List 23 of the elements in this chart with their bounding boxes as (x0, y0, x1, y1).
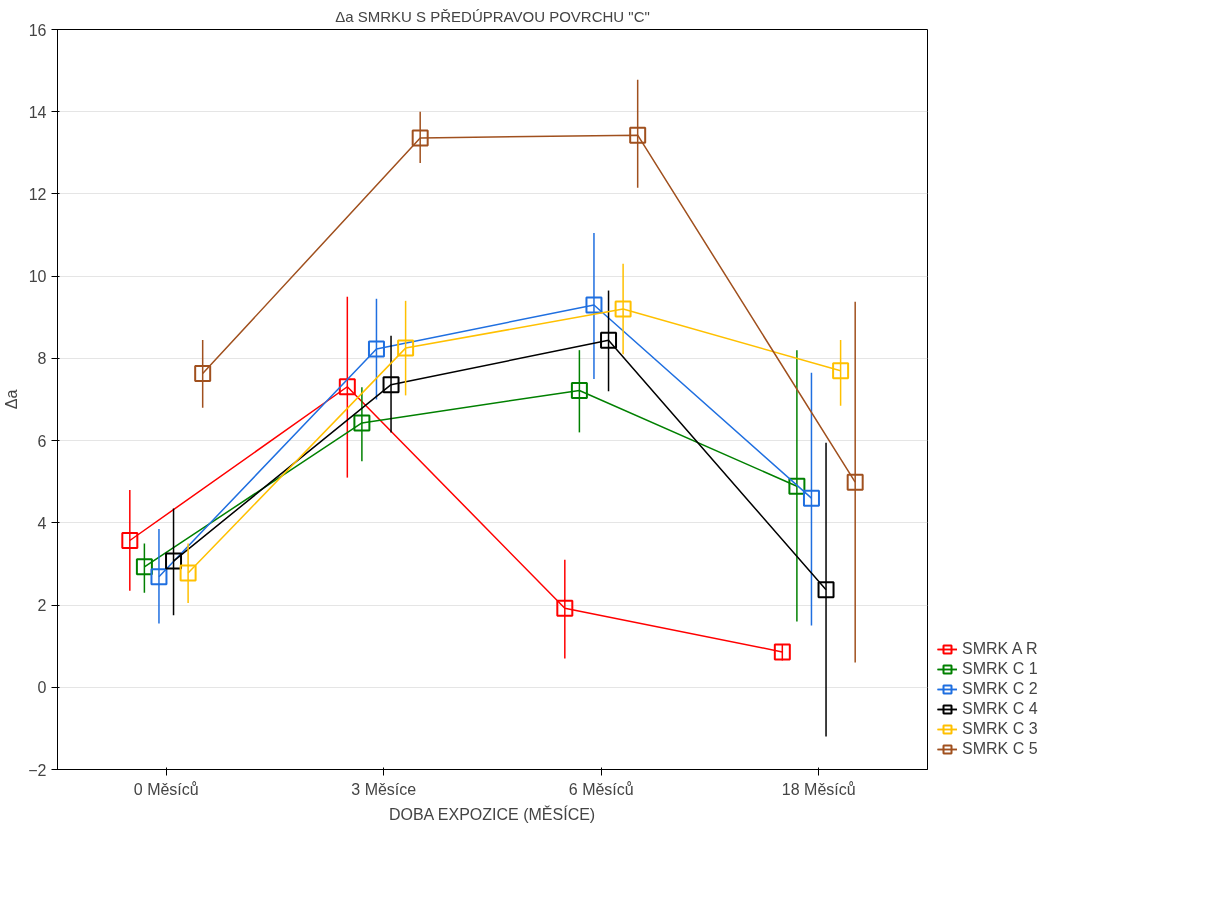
y-tick-label: 6 (37, 432, 47, 450)
y-tick-label: 16 (28, 21, 47, 39)
y-tick-label: 14 (28, 103, 47, 121)
legend-label: SMRK C 4 (962, 700, 1038, 718)
x-tick-label: 18 Měsíců (781, 780, 856, 798)
y-tick-label: 4 (37, 514, 47, 532)
x-tick-label: 3 Měsíce (351, 780, 417, 798)
legend-label: SMRK C 3 (962, 720, 1038, 738)
y-tick-label: 2 (37, 597, 47, 615)
y-tick-label: −2 (28, 761, 47, 779)
y-tick-label: 0 (37, 679, 47, 697)
legend-label: SMRK A R (962, 640, 1038, 658)
y-tick-label: 8 (37, 350, 47, 368)
x-tick-label: 6 Měsíců (568, 780, 634, 798)
legend-label: SMRK C 5 (962, 740, 1038, 758)
legend-label: SMRK C 2 (962, 680, 1038, 698)
chart-title: Δa SMRKU S PŘEDÚPRAVOU POVRCHU "C" (335, 7, 650, 25)
legend-label: SMRK C 1 (962, 660, 1038, 678)
y-axis-title: Δa (3, 389, 21, 410)
x-tick-label: 0 Měsíců (133, 780, 199, 798)
y-tick-label: 10 (28, 268, 47, 286)
x-axis-title: DOBA EXPOZICE (MĚSÍCE) (388, 804, 596, 823)
y-tick-label: 12 (28, 185, 47, 203)
